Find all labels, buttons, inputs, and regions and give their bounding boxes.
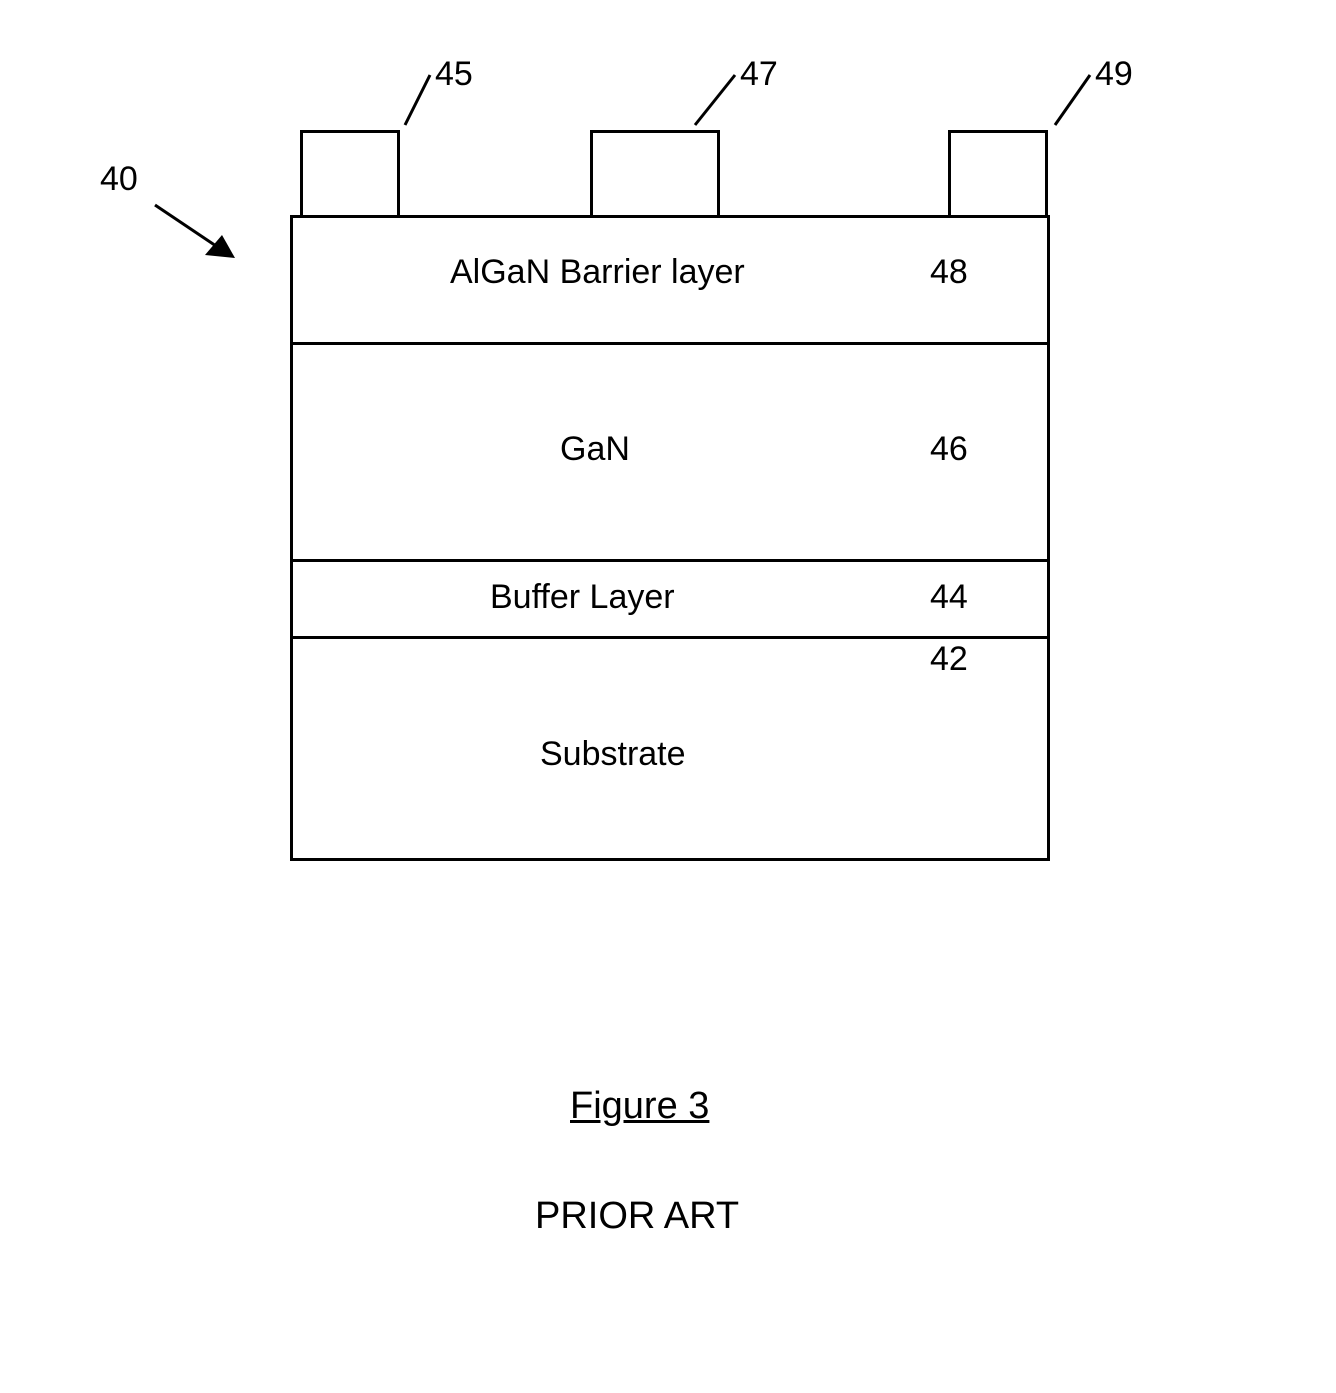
figure-title: Figure 3 — [570, 1085, 709, 1128]
leader-45 — [0, 0, 1336, 1393]
figure-canvas: AlGaN Barrier layer 48 GaN 46 Buffer Lay… — [0, 0, 1336, 1393]
device-ref-num: 40 — [100, 160, 138, 199]
figure-subtitle: PRIOR ART — [535, 1195, 739, 1238]
